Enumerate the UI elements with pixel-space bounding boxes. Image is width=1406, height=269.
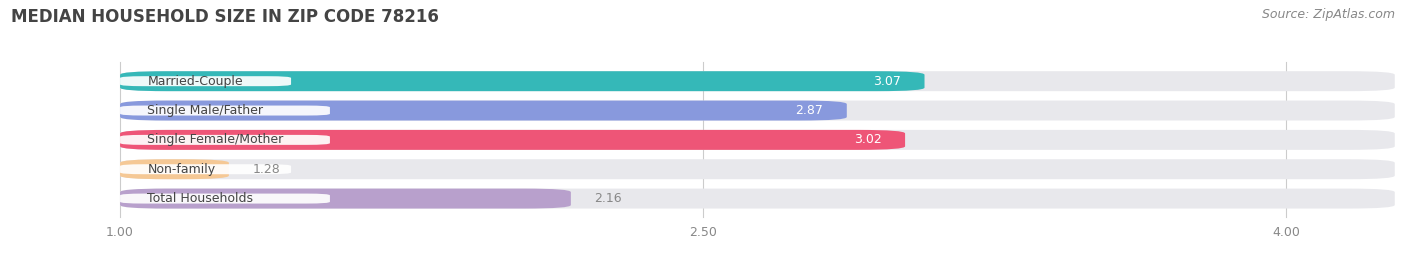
Text: 2.87: 2.87 bbox=[796, 104, 824, 117]
Text: Single Female/Mother: Single Female/Mother bbox=[148, 133, 284, 146]
FancyBboxPatch shape bbox=[120, 101, 1395, 121]
FancyBboxPatch shape bbox=[120, 105, 330, 115]
FancyBboxPatch shape bbox=[120, 130, 1395, 150]
Text: Single Male/Father: Single Male/Father bbox=[148, 104, 263, 117]
FancyBboxPatch shape bbox=[120, 159, 1395, 179]
Text: Non-family: Non-family bbox=[148, 163, 215, 176]
Text: 3.07: 3.07 bbox=[873, 75, 901, 88]
Text: Total Households: Total Households bbox=[148, 192, 253, 205]
FancyBboxPatch shape bbox=[120, 76, 291, 86]
FancyBboxPatch shape bbox=[120, 135, 330, 145]
FancyBboxPatch shape bbox=[120, 189, 571, 208]
FancyBboxPatch shape bbox=[120, 164, 291, 174]
FancyBboxPatch shape bbox=[120, 194, 330, 204]
Text: 3.02: 3.02 bbox=[853, 133, 882, 146]
Text: Married-Couple: Married-Couple bbox=[148, 75, 243, 88]
FancyBboxPatch shape bbox=[120, 159, 229, 179]
FancyBboxPatch shape bbox=[120, 71, 925, 91]
FancyBboxPatch shape bbox=[120, 130, 905, 150]
FancyBboxPatch shape bbox=[120, 71, 1395, 91]
FancyBboxPatch shape bbox=[120, 101, 846, 121]
Text: 1.28: 1.28 bbox=[252, 163, 280, 176]
Text: 2.16: 2.16 bbox=[595, 192, 621, 205]
Text: Source: ZipAtlas.com: Source: ZipAtlas.com bbox=[1261, 8, 1395, 21]
Text: MEDIAN HOUSEHOLD SIZE IN ZIP CODE 78216: MEDIAN HOUSEHOLD SIZE IN ZIP CODE 78216 bbox=[11, 8, 439, 26]
FancyBboxPatch shape bbox=[120, 189, 1395, 208]
